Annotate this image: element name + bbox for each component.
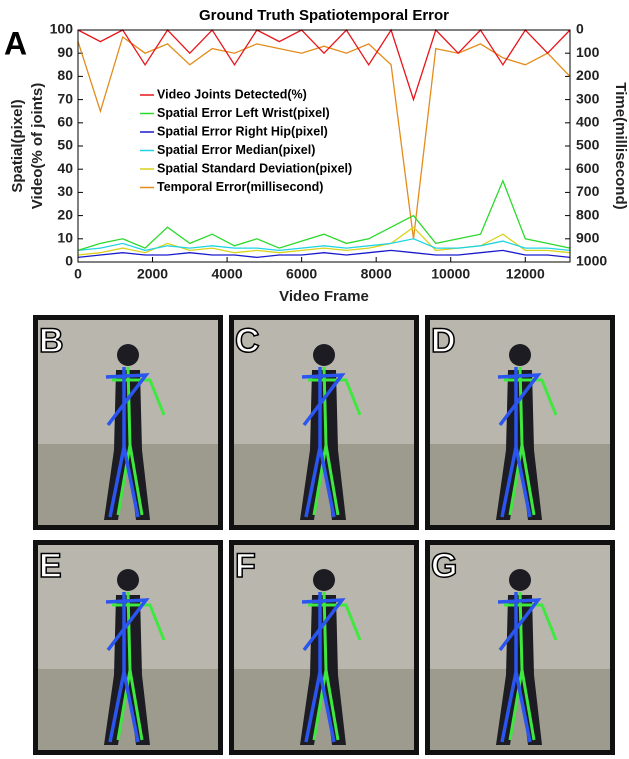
series-line: [77, 238, 571, 252]
skeleton-pred: [301, 367, 346, 518]
y-tick-label: 70: [57, 90, 73, 106]
panel-label: B: [39, 322, 64, 360]
y2-tick-label: 0: [576, 21, 584, 37]
skeleton-pred: [497, 367, 542, 518]
panel-label: E: [39, 547, 62, 585]
y-tick-label: 100: [50, 21, 74, 37]
person-head: [117, 569, 139, 591]
y2-tick-label: 900: [576, 230, 600, 246]
x-axis-label: Video Frame: [279, 288, 369, 305]
y2-tick-label: 400: [576, 114, 600, 130]
skeleton-pred: [497, 592, 542, 743]
y-axis-label: Video(% of joints): [29, 83, 46, 209]
person-head: [313, 344, 335, 366]
y2-tick-label: 100: [576, 44, 600, 60]
legend-label: Temporal Error(millisecond): [157, 180, 323, 194]
legend-label: Video Joints Detected(%): [157, 87, 307, 101]
x-tick-label: 2000: [137, 266, 168, 282]
y2-tick-label: 600: [576, 160, 600, 176]
y-tick-label: 50: [57, 137, 73, 153]
y2-tick-label: 300: [576, 90, 600, 106]
panel-label: G: [431, 547, 457, 585]
y2-tick-label: 200: [576, 67, 600, 83]
panel-label: A: [4, 25, 27, 61]
series-line: [77, 226, 571, 256]
panel-label: F: [235, 547, 256, 585]
legend-label: Spatial Error Median(pixel): [157, 143, 315, 157]
skeleton-pred: [301, 592, 346, 743]
legend-label: Spatial Standard Deviation(pixel): [157, 161, 352, 175]
y-tick-label: 40: [57, 160, 73, 176]
skeleton-pred: [105, 367, 150, 518]
legend-label: Spatial Error Right Hip(pixel): [157, 124, 328, 138]
person-head: [117, 344, 139, 366]
legend-label: Spatial Error Left Wrist(pixel): [157, 106, 330, 120]
y2-tick-label: 1000: [576, 253, 607, 269]
y2-tick-label: 500: [576, 137, 600, 153]
y-tick-label: 20: [57, 206, 73, 222]
x-tick-label: 10000: [431, 266, 470, 282]
y-tick-label: 60: [57, 114, 73, 130]
series-line: [77, 249, 571, 259]
y-tick-label: 0: [65, 253, 73, 269]
series-line: [77, 35, 571, 239]
y-axis-label: Spatial(pixel): [9, 99, 26, 192]
y2-tick-label: 800: [576, 206, 600, 222]
series-line: [77, 28, 571, 102]
x-tick-label: 4000: [212, 266, 243, 282]
series-line: [77, 179, 571, 252]
chart-title: Ground Truth Spatiotemporal Error: [199, 7, 449, 24]
x-tick-label: 8000: [361, 266, 392, 282]
y-tick-label: 30: [57, 183, 73, 199]
person-head: [313, 569, 335, 591]
x-tick-label: 12000: [506, 266, 545, 282]
y2-tick-label: 700: [576, 183, 600, 199]
y-tick-label: 80: [57, 67, 73, 83]
person-head: [509, 569, 531, 591]
panel-label: C: [235, 322, 260, 360]
y2-axis-label: Time(millisecond): [612, 82, 629, 209]
plot-frame: [77, 29, 571, 263]
person-head: [509, 344, 531, 366]
panel-label: D: [431, 322, 456, 360]
y-tick-label: 90: [57, 44, 73, 60]
skeleton-pred: [105, 592, 150, 743]
x-tick-label: 6000: [286, 266, 317, 282]
x-tick-label: 0: [74, 266, 82, 282]
y-tick-label: 10: [57, 230, 73, 246]
